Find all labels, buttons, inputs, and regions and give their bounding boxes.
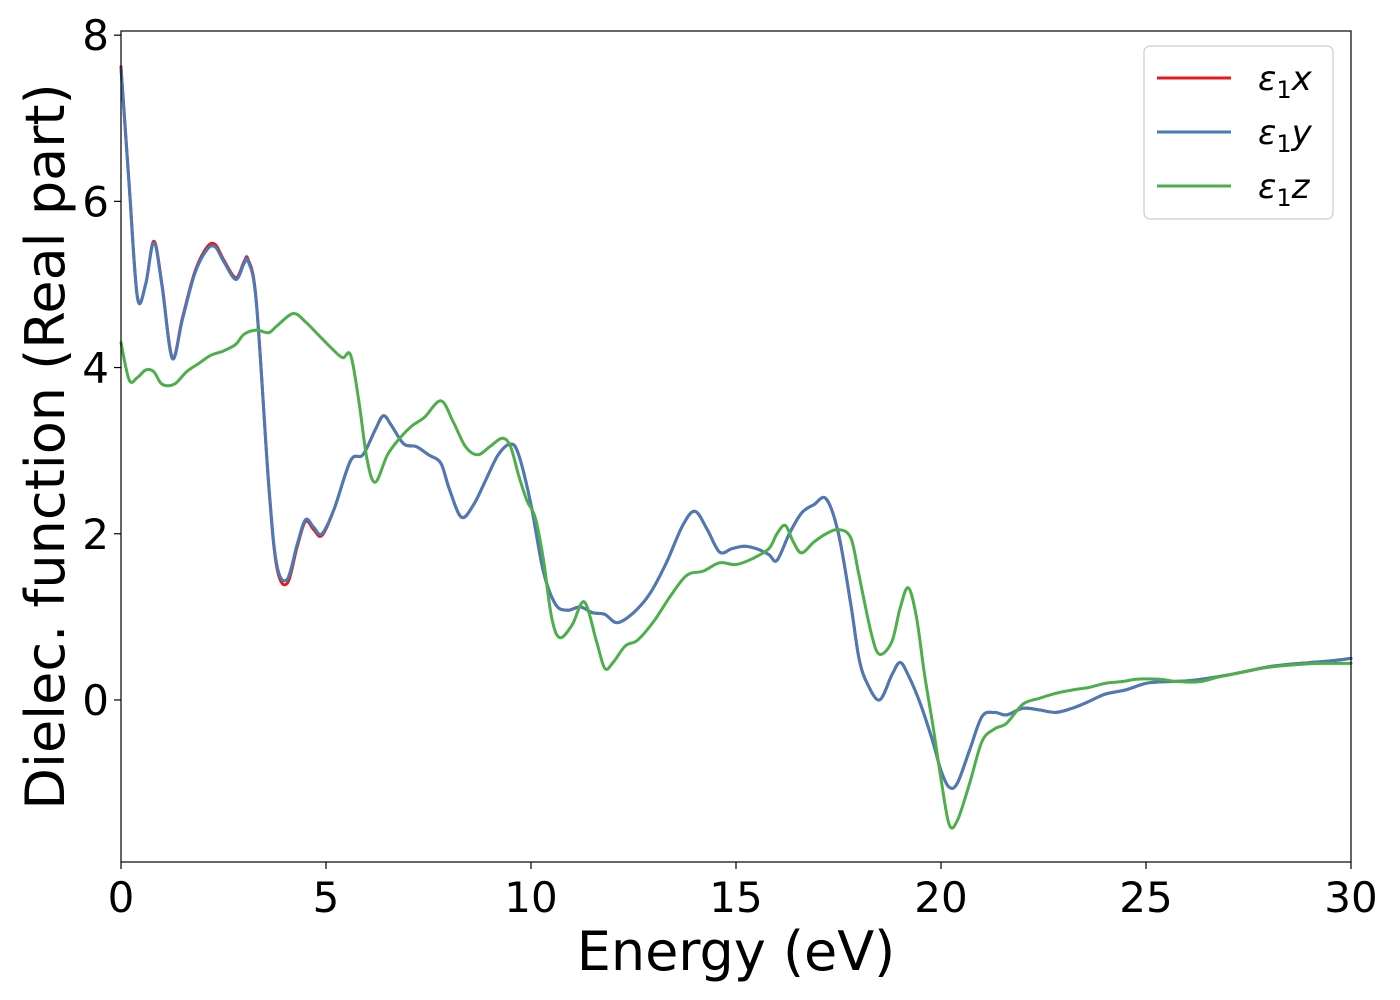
x-tick-label: 15 <box>709 873 762 922</box>
x-tick-label: 30 <box>1324 873 1377 922</box>
x-tick-label: 20 <box>914 873 967 922</box>
x-tick-label: 25 <box>1119 873 1172 922</box>
y-tick-label: 0 <box>82 676 109 725</box>
x-axis-label: Energy (eV) <box>577 920 896 983</box>
legend-label-x: ε1x <box>1258 59 1313 104</box>
legend-label-y: ε1y <box>1258 113 1313 158</box>
y-tick-label: 2 <box>82 510 109 559</box>
y-axis: 0 2 4 6 8 <box>82 11 121 725</box>
series-line-y <box>119 66 1353 790</box>
legend-box <box>1143 45 1334 220</box>
y-tick-label: 4 <box>82 344 109 393</box>
y-tick-label: 6 <box>82 177 109 226</box>
legend: ε1x ε1y ε1z <box>1143 45 1334 220</box>
x-axis: 0 5 10 15 20 25 30 <box>108 862 1378 922</box>
x-tick-label: 10 <box>504 873 557 922</box>
y-tick-label: 8 <box>82 11 109 60</box>
y-axis-label: Dielec. function (Real part) <box>14 83 77 809</box>
x-tick-label: 5 <box>313 873 340 922</box>
legend-label-z: ε1z <box>1258 167 1311 212</box>
series-line-z <box>119 312 1353 830</box>
series-layer <box>119 65 1353 830</box>
x-tick-label: 0 <box>108 873 135 922</box>
